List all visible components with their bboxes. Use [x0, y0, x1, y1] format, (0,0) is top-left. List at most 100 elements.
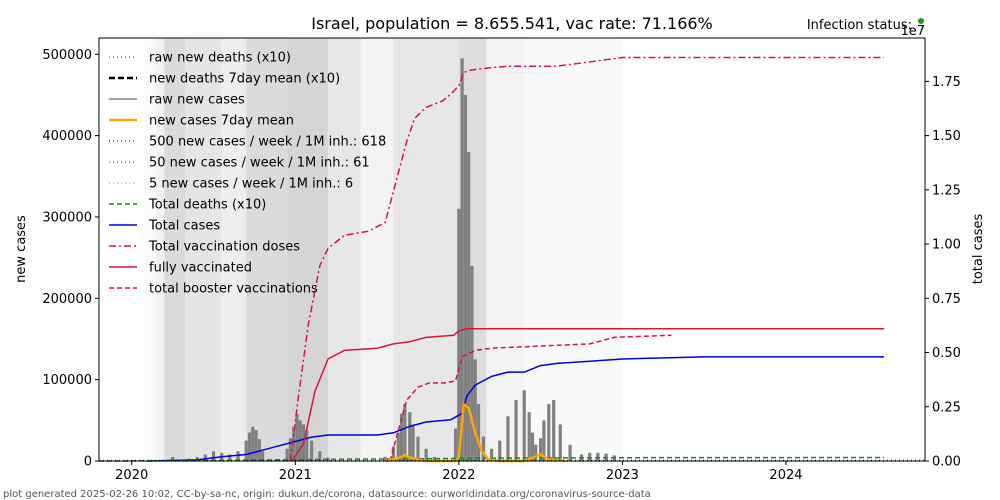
legend-label-1: new deaths 7day mean (x10): [149, 72, 340, 87]
raw-cases-bar-33: [424, 448, 428, 461]
left-tick-label-1: 100000: [42, 373, 92, 388]
raw-cases-bar-7: [228, 454, 232, 461]
raw-cases-bar-0: [171, 456, 175, 461]
raw-cases-bar-3: [195, 456, 199, 461]
series-line-3: [389, 334, 672, 462]
raw-cases-bar-18: [295, 413, 299, 461]
shade-band-12: [524, 38, 623, 461]
shade-band-9: [393, 38, 459, 461]
right-tick-label-7: 1.75: [932, 75, 961, 90]
raw-cases-bar-28: [399, 413, 404, 461]
shade-band-8: [360, 38, 394, 461]
raw-cases-bar-25: [383, 456, 387, 461]
raw-cases-bar-48: [522, 390, 526, 461]
raw-cases-bar-50: [530, 432, 535, 461]
raw-cases-bar-23: [318, 451, 322, 461]
raw-cases-bar-56: [558, 424, 562, 461]
raw-cases-bar-55: [552, 399, 556, 461]
shade-band-4: [221, 38, 247, 461]
raw-cases-bar-13: [257, 439, 261, 461]
legend-label-6: 5 new cases / week / 1M inh.: 6: [149, 177, 353, 192]
legend-label-5: 50 new cases / week / 1M inh.: 61: [149, 156, 370, 171]
legend-label-11: total booster vaccinations: [149, 282, 318, 297]
raw-cases-bar-27: [396, 432, 400, 461]
raw-cases-bar-44: [489, 448, 494, 461]
legend-label-3: new cases 7day mean: [149, 114, 294, 129]
series-line-0: [148, 356, 885, 462]
raw-cases-bar-35: [453, 428, 458, 461]
left-tick-label-2: 200000: [42, 292, 92, 307]
chart-title: Israel, population = 8.655.541, vac rate…: [311, 14, 713, 33]
footer-credit: plot generated 2025-02-26 10:02, CC-by-s…: [3, 489, 651, 500]
raw-cases-bar-40: [470, 265, 474, 461]
raw-cases-bar-59: [588, 452, 592, 461]
raw-cases-bar-47: [514, 399, 518, 461]
right-tick-label-1: 0.25: [932, 400, 961, 415]
x-axis-ticks: 2020 2021 2022 2023 2024: [115, 461, 803, 483]
shade-band-7: [327, 38, 361, 461]
raw-cases-bar-53: [542, 420, 546, 461]
raw-cases-bar-11: [251, 426, 255, 461]
shade-band-1: [156, 38, 165, 461]
raw-cases-bar-8: [236, 451, 240, 461]
policy-shading-bands: [144, 38, 623, 461]
raw-cases-bar-5: [211, 451, 216, 461]
right-tick-label-2: 0.50: [932, 346, 961, 361]
left-axis-ticks: 0 100000 200000 300000 400000 500000: [42, 48, 99, 470]
raw-cases-bar-15: [285, 448, 289, 461]
shade-band-11: [486, 38, 525, 461]
right-tick-label-3: 0.75: [932, 292, 961, 307]
shade-band-3: [185, 38, 222, 461]
shade-band-5: [246, 38, 288, 461]
legend-label-8: Total cases: [148, 219, 220, 234]
series-line-5: [384, 402, 566, 463]
raw-cases-bar-57: [568, 444, 572, 461]
raw-cases-bar-32: [416, 436, 420, 461]
raw-cases-bar-49: [527, 412, 531, 461]
left-tick-label-5: 500000: [42, 48, 92, 63]
shade-band-6: [287, 38, 328, 461]
raw-cases-bar-51: [534, 444, 538, 461]
x-tick-label-0: 2020: [115, 468, 148, 483]
infection-status-dot: [918, 18, 924, 24]
raw-cases-bar-16: [288, 438, 292, 461]
raw-cases-bar-14: [260, 451, 265, 461]
right-axis-multiplier: 1e7: [900, 24, 925, 39]
left-tick-label-4: 400000: [42, 129, 92, 144]
x-tick-label-3: 2023: [606, 468, 639, 483]
raw-cases-bar-42: [476, 404, 481, 461]
raw-cases-bar-54: [547, 404, 551, 461]
infection-status-label: Infection status:: [807, 18, 912, 33]
legend: raw new deaths (x10) new deaths 7day mean…: [109, 51, 386, 297]
raw-cases-bar-26: [391, 446, 396, 461]
left-tick-label-3: 300000: [42, 210, 92, 225]
x-tick-label-1: 2021: [279, 468, 312, 483]
legend-label-2: raw new cases: [149, 93, 245, 108]
series-line-1: [289, 56, 885, 462]
raw-cases-bar-17: [292, 426, 296, 461]
left-tick-label-0: 0: [84, 455, 92, 470]
raw-cases-bar-34: [432, 456, 436, 461]
plot-frame: [98, 37, 926, 462]
raw-cases-bar-4: [203, 454, 207, 461]
raw-cases-bar-52: [539, 438, 543, 461]
x-tick-label-2: 2022: [442, 468, 475, 483]
raw-cases-bar-60: [596, 452, 600, 461]
raw-cases-bar-38: [463, 94, 467, 461]
legend-label-0: raw new deaths (x10): [149, 51, 291, 66]
raw-cases-bar-22: [310, 440, 314, 461]
raw-cases-bar-45: [498, 440, 502, 461]
right-tick-label-0: 0.00: [932, 455, 961, 470]
legend-label-9: Total vaccination doses: [148, 240, 300, 255]
raw-cases-bar-31: [411, 424, 415, 461]
raw-cases-bar-12: [254, 430, 258, 461]
raw-cases-bar-30: [408, 412, 412, 461]
legend-label-7: Total deaths (x10): [148, 198, 266, 213]
raw-cases-bar-10: [247, 432, 252, 461]
raw-cases-bar-21: [305, 430, 309, 461]
right-axis-ticks: 0.00 0.25 0.50 0.75 1.00 1.25 1.50 1.75: [925, 75, 961, 470]
raw-cases-bar-29: [403, 404, 407, 461]
right-tick-label-4: 1.00: [932, 238, 961, 253]
raw-cases-bar-37: [460, 58, 464, 461]
shade-band-0: [144, 38, 157, 461]
